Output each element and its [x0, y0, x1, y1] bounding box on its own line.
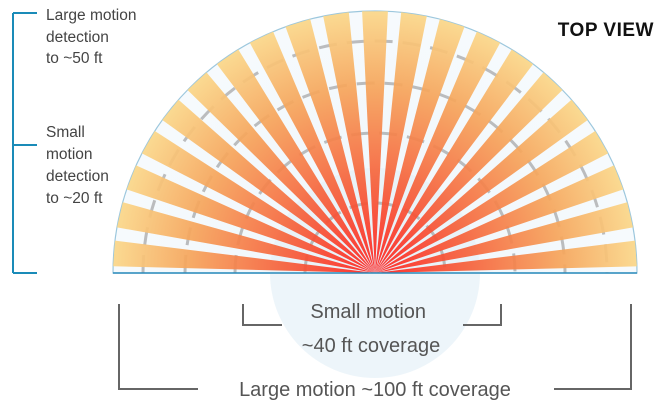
detection-beam — [375, 49, 534, 273]
detection-beam — [375, 165, 624, 273]
detection-beams — [113, 11, 637, 274]
detection-beam — [126, 165, 375, 273]
small-motion-detection-label: Small motion detection to ~20 ft — [46, 124, 113, 207]
detection-beam — [375, 131, 609, 273]
view-title: TOP VIEW — [558, 20, 654, 41]
detection-beam — [375, 31, 501, 273]
detection-beam — [375, 202, 633, 273]
detection-beam — [249, 31, 375, 273]
detection-beam — [375, 240, 637, 273]
detection-beam — [375, 72, 563, 274]
coverage-fan — [112, 10, 638, 378]
range-ring — [303, 201, 447, 274]
detection-beam — [117, 202, 375, 273]
large-coverage-dimension — [118, 304, 632, 390]
detection-beam — [285, 19, 375, 273]
detection-beam — [375, 12, 427, 274]
detection-beam — [141, 131, 375, 273]
detection-beam — [216, 49, 375, 273]
detection-beam — [113, 240, 375, 273]
detection-beam — [375, 19, 465, 273]
detection-beam — [187, 72, 375, 274]
large-motion-detection-label: Large motion detection to ~50 ft — [46, 7, 141, 67]
large-motion-coverage-label: Large motion ~100 ft coverage — [239, 379, 511, 401]
detection-beam — [162, 99, 375, 273]
detection-beam — [323, 12, 375, 274]
small-motion-coverage-label: Small motion ~40 ft coverage — [302, 301, 440, 357]
detection-beam — [362, 11, 388, 274]
small-coverage-dimension — [242, 304, 502, 326]
left-range-bracket — [12, 12, 37, 274]
detection-beam — [375, 99, 588, 273]
